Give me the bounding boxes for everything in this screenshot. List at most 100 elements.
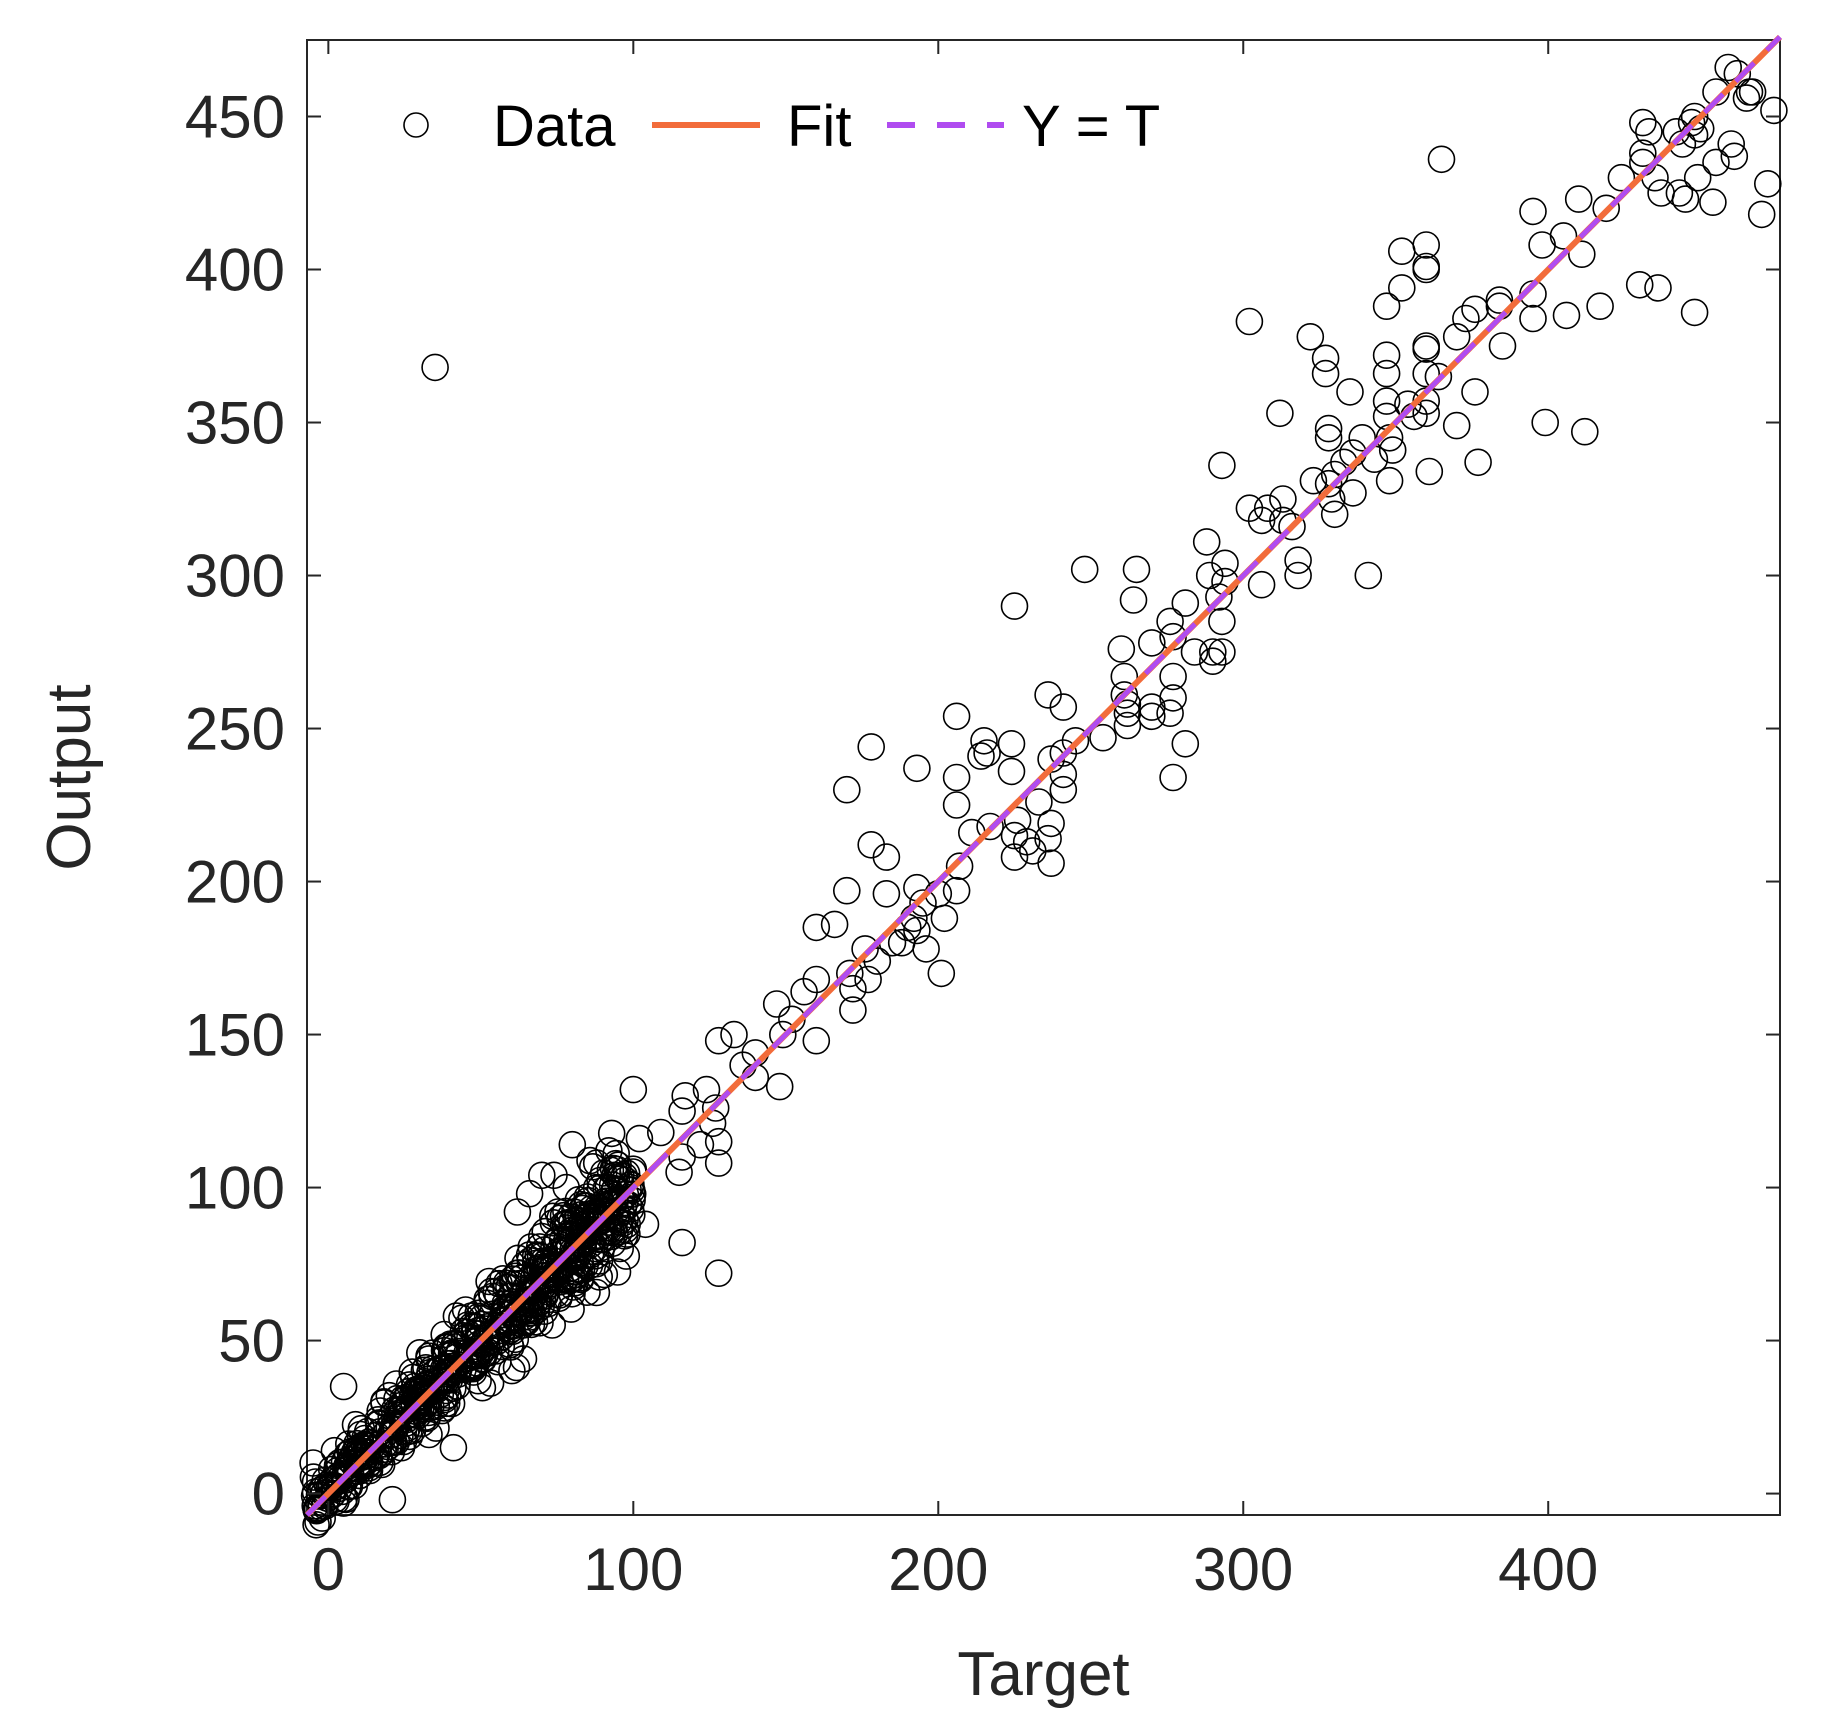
data-point	[564, 1228, 593, 1257]
data-point	[1171, 729, 1200, 758]
data-point	[967, 742, 995, 770]
data-point	[802, 965, 831, 994]
data-point	[1586, 292, 1614, 321]
data-point	[692, 1075, 721, 1104]
data-point	[432, 1358, 461, 1386]
data-point	[832, 876, 861, 905]
data-point	[1464, 448, 1492, 477]
data-point	[1199, 638, 1227, 666]
data-point	[970, 726, 998, 755]
data-point	[582, 1278, 611, 1307]
data-point	[1012, 827, 1041, 856]
data-point	[802, 1026, 831, 1055]
data-point	[942, 763, 971, 792]
data-point	[1159, 684, 1187, 712]
data-point	[863, 947, 892, 975]
data-point	[1671, 185, 1700, 213]
data-point	[1311, 359, 1340, 388]
data-point	[528, 1283, 557, 1311]
data-point	[1635, 118, 1663, 146]
data-point	[1488, 332, 1517, 360]
data-point	[1442, 411, 1471, 440]
data-point	[1427, 145, 1456, 174]
data-point	[1424, 362, 1453, 391]
data-point	[1156, 607, 1184, 636]
data-point	[909, 889, 937, 917]
data-point	[872, 843, 901, 871]
data-point	[903, 754, 931, 783]
y-tick-label: 200	[185, 849, 285, 916]
data-point	[1372, 387, 1401, 415]
data-point	[1552, 301, 1581, 330]
data-point	[1266, 399, 1294, 428]
y-tick-label: 450	[185, 84, 285, 151]
data-point	[456, 1341, 485, 1369]
data-point	[531, 1217, 560, 1246]
data-point	[1735, 78, 1764, 106]
data-point	[1699, 188, 1727, 216]
data-point	[1192, 528, 1221, 556]
data-point	[597, 1119, 626, 1148]
data-point	[704, 1127, 733, 1156]
data-point	[484, 1282, 512, 1310]
data-point	[671, 1082, 700, 1110]
data-point	[1372, 359, 1401, 388]
data-point	[704, 1259, 733, 1287]
data-point	[912, 935, 940, 963]
data-point	[668, 1228, 696, 1257]
data-point	[1049, 693, 1078, 721]
y-tick-label: 100	[185, 1155, 285, 1222]
data-point	[1122, 555, 1151, 584]
data-point	[511, 1289, 540, 1317]
legend-data-marker	[403, 112, 429, 138]
data-point	[1235, 307, 1264, 336]
data-point	[1717, 130, 1745, 158]
data-point	[325, 1466, 353, 1494]
data-point	[1519, 197, 1547, 226]
data-point	[460, 1352, 489, 1380]
data-point	[437, 1389, 466, 1418]
data-point	[1296, 322, 1325, 351]
data-point	[1354, 561, 1383, 590]
data-point	[364, 1406, 392, 1434]
data-point	[497, 1315, 526, 1343]
data-point	[1629, 108, 1657, 137]
y-tick-label: 300	[185, 543, 285, 610]
data-point	[839, 996, 867, 1024]
data-point	[997, 757, 1026, 786]
data-point	[334, 1452, 362, 1481]
data-point	[1412, 255, 1440, 284]
data-point	[1702, 148, 1730, 177]
data-point	[516, 1246, 545, 1275]
data-point	[1485, 286, 1514, 314]
data-point	[762, 990, 791, 1018]
data-point	[1089, 723, 1117, 752]
data-point	[1442, 322, 1471, 351]
x-tick-label: 200	[888, 1536, 988, 1603]
data-point	[820, 910, 849, 939]
data-point	[1680, 102, 1709, 131]
data-point	[832, 775, 861, 804]
data-point	[942, 702, 971, 731]
data-point	[1107, 635, 1136, 663]
data-point	[457, 1339, 486, 1368]
data-point	[548, 1237, 577, 1265]
data-point	[973, 739, 1001, 767]
data-point	[1665, 179, 1694, 207]
data-point	[1683, 163, 1712, 192]
axis-labels: 0 100 200 300 400 0 50 100 150 200 250 300 350 400 450	[185, 84, 1598, 1603]
data-point	[720, 1020, 748, 1049]
data-point	[1549, 222, 1578, 250]
data-point	[1375, 466, 1404, 495]
data-point	[997, 729, 1026, 758]
x-tick-label: 400	[1498, 1536, 1598, 1603]
data-point	[475, 1267, 503, 1296]
data-point	[1159, 662, 1187, 691]
data-point	[329, 1489, 358, 1517]
data-point	[1208, 607, 1236, 636]
data-point	[1314, 414, 1343, 443]
data-point	[1348, 423, 1376, 452]
data-point	[1000, 821, 1029, 850]
data-point	[1113, 711, 1142, 740]
data-point	[1314, 469, 1343, 498]
